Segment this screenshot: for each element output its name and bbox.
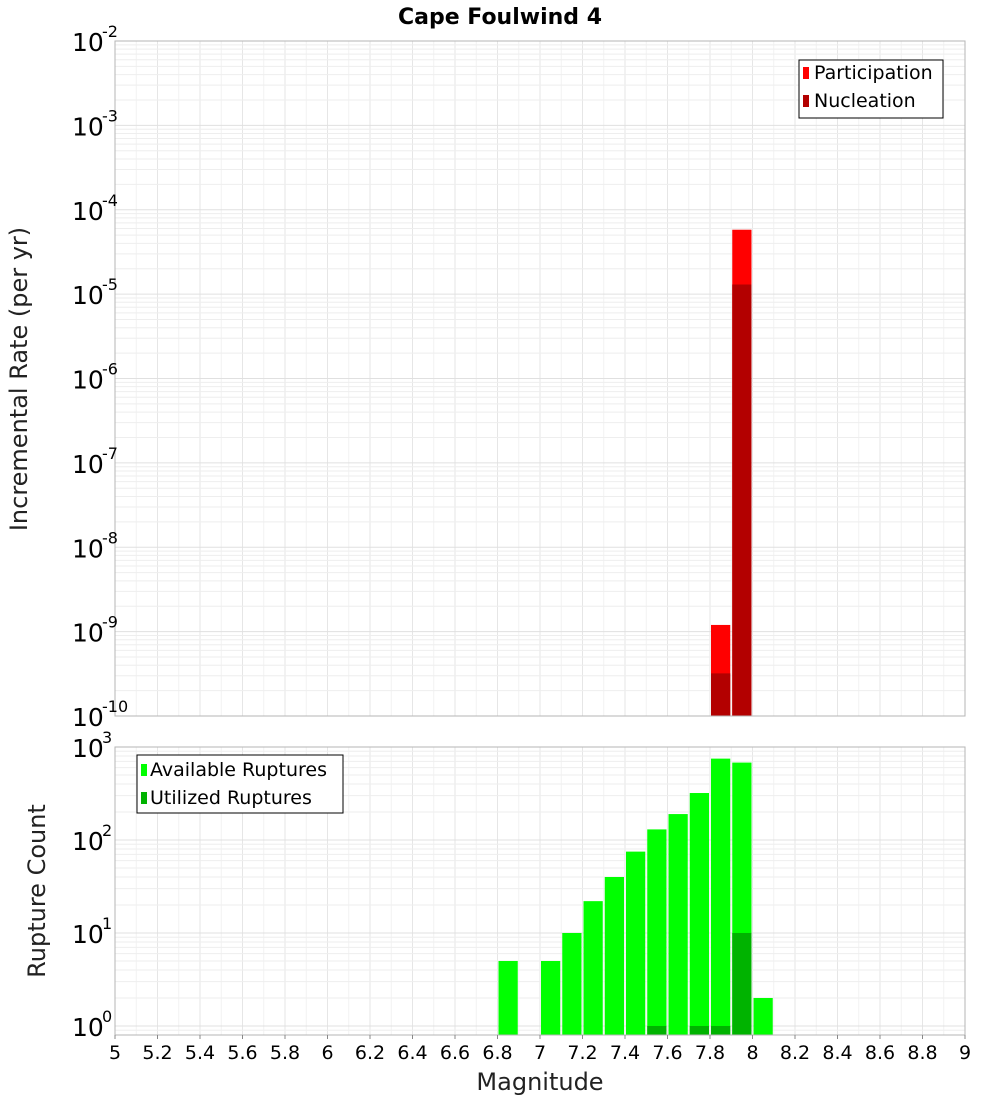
bar-utilized-ruptures xyxy=(732,932,752,1035)
x-tick-label: 8.2 xyxy=(780,1042,810,1064)
y-tick-exponent: 0 xyxy=(102,1007,112,1026)
x-tick-label: 9 xyxy=(959,1042,971,1064)
y-tick-label: 10 xyxy=(72,28,104,57)
x-tick-label: 8 xyxy=(746,1042,758,1064)
x-tick-label: 7.8 xyxy=(695,1042,725,1064)
x-tick-label: 6.6 xyxy=(440,1042,470,1064)
y-tick-exponent: -8 xyxy=(102,528,118,547)
x-tick-label: 8.6 xyxy=(865,1042,895,1064)
y-tick-exponent: -2 xyxy=(102,22,118,41)
legend-swatch-available xyxy=(141,764,147,776)
top-bars xyxy=(711,229,752,717)
x-tick-label: 5.8 xyxy=(270,1042,300,1064)
bar-available-ruptures xyxy=(711,758,731,1035)
bottom-legend: Available Ruptures Utilized Ruptures xyxy=(136,754,344,814)
x-tick-label: 6.2 xyxy=(355,1042,385,1064)
bottom-y-axis-title: Rupture Count xyxy=(23,804,51,978)
y-tick-exponent: -4 xyxy=(102,191,118,210)
legend-swatch-nucleation xyxy=(803,95,809,107)
x-tick-label: 7.6 xyxy=(652,1042,682,1064)
top-legend-box xyxy=(798,59,944,119)
y-tick-exponent: -7 xyxy=(102,444,118,463)
bottom-bars xyxy=(498,758,773,1035)
x-axis-title: Magnitude xyxy=(476,1068,603,1096)
bar-available-ruptures xyxy=(626,851,646,1035)
y-tick-exponent: -6 xyxy=(102,360,118,379)
x-tick-label: 6.8 xyxy=(482,1042,512,1064)
bottom-legend-box xyxy=(136,754,344,814)
y-tick-exponent: 3 xyxy=(102,728,112,747)
y-tick-exponent: -5 xyxy=(102,275,118,294)
y-tick-label: 10 xyxy=(72,920,104,949)
y-tick-label: 10 xyxy=(72,112,104,141)
bar-available-ruptures xyxy=(562,932,582,1035)
x-tick-label: 7.4 xyxy=(610,1042,640,1064)
x-tick-label: 8.8 xyxy=(907,1042,937,1064)
top-plot-frame xyxy=(114,40,966,717)
x-tick-label: 7 xyxy=(534,1042,546,1064)
y-tick-exponent: -3 xyxy=(102,106,118,125)
x-tick-label: 5 xyxy=(109,1042,121,1064)
y-tick-label: 10 xyxy=(72,619,104,648)
legend-label-participation: Participation xyxy=(814,62,933,84)
y-tick-label: 10 xyxy=(72,450,104,479)
y-tick-exponent: 1 xyxy=(102,914,112,933)
bar-available-ruptures xyxy=(583,901,603,1035)
y-tick-label: 10 xyxy=(72,734,104,763)
legend-swatch-utilized xyxy=(141,792,147,804)
top-y-axis-title: Incremental Rate (per yr) xyxy=(5,227,33,531)
bar-nucleation xyxy=(711,673,731,716)
y-tick-exponent: 2 xyxy=(102,821,112,840)
y-tick-label: 10 xyxy=(72,827,104,856)
bar-available-ruptures xyxy=(541,960,561,1035)
bar-nucleation xyxy=(732,284,752,716)
bar-utilized-ruptures xyxy=(689,1025,709,1035)
x-tick-labels: 5 5.2 5.4 5.6 5.8 6 6.2 6.4 6.6 6.8 7 7.2 7.4 7.6 7.8 8… xyxy=(109,1035,971,1064)
x-tick-label: 6 xyxy=(321,1042,333,1064)
x-tick-label: 5.4 xyxy=(185,1042,215,1064)
x-tick-label: 8.4 xyxy=(822,1042,852,1064)
top-gridlines xyxy=(114,40,966,717)
bar-available-ruptures xyxy=(647,829,667,1035)
x-tick-label: 6.4 xyxy=(397,1042,427,1064)
bar-available-ruptures xyxy=(604,877,624,1035)
y-tick-label: 10 xyxy=(72,534,104,563)
bar-available-ruptures xyxy=(753,997,773,1035)
x-tick-label: 7.2 xyxy=(567,1042,597,1064)
bar-utilized-ruptures xyxy=(711,1025,731,1035)
bar-available-ruptures xyxy=(668,814,688,1035)
bar-available-ruptures xyxy=(498,960,518,1035)
y-tick-label: 10 xyxy=(72,366,104,395)
x-tick-label: 5.2 xyxy=(142,1042,172,1064)
y-tick-label: 10 xyxy=(72,1013,104,1042)
legend-label-nucleation: Nucleation xyxy=(814,90,916,112)
top-legend: Participation Nucleation xyxy=(798,59,944,119)
x-tick-label: 5.6 xyxy=(227,1042,257,1064)
chart-title: Cape Foulwind 4 xyxy=(398,5,602,30)
legend-label-available: Available Ruptures xyxy=(150,759,327,781)
legend-swatch-participation xyxy=(803,67,809,79)
y-tick-exponent: -9 xyxy=(102,613,118,632)
legend-label-utilized: Utilized Ruptures xyxy=(150,787,312,809)
y-tick-label: 10 xyxy=(72,197,104,226)
bar-available-ruptures xyxy=(689,793,709,1035)
y-tick-label: 10 xyxy=(72,703,104,732)
bar-utilized-ruptures xyxy=(647,1025,667,1035)
y-tick-exponent: -10 xyxy=(102,697,128,716)
y-tick-label: 10 xyxy=(72,281,104,310)
